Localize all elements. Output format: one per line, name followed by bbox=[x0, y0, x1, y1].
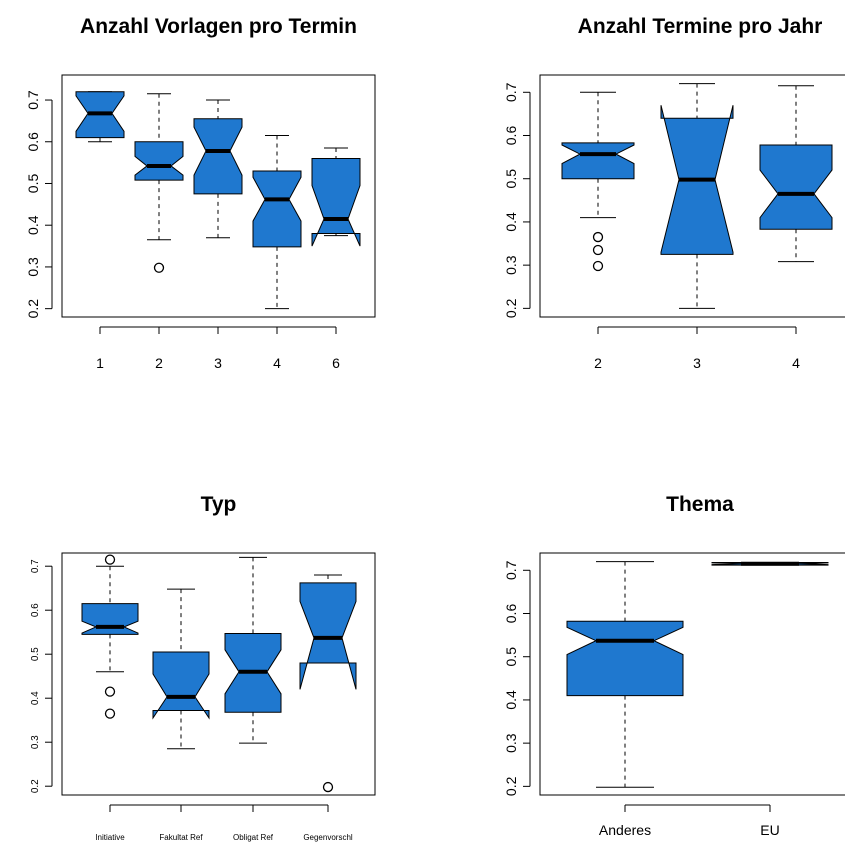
y-tick-label: 0.2 bbox=[25, 299, 41, 319]
y-tick-label: 0.2 bbox=[503, 298, 519, 318]
x-tick-label: 1 bbox=[96, 355, 104, 371]
chart-title: Anzahl Vorlagen pro Termin bbox=[80, 15, 357, 38]
notched-box bbox=[193, 118, 243, 195]
y-tick-label: 0.6 bbox=[503, 604, 519, 624]
y-tick-label: 0.5 bbox=[30, 647, 41, 661]
chart-title: Anzahl Termine pro Jahr bbox=[578, 15, 823, 38]
x-tick-label: Fakultat Ref bbox=[159, 833, 203, 842]
y-tick-label: 0.5 bbox=[25, 174, 41, 194]
x-tick-label: 2 bbox=[155, 355, 163, 371]
x-tick-label: 3 bbox=[693, 355, 701, 371]
notched-box bbox=[759, 144, 833, 230]
y-tick-label: 0.6 bbox=[25, 132, 41, 152]
notched-box bbox=[152, 651, 210, 720]
y-tick-label: 0.3 bbox=[30, 735, 41, 749]
notched-box bbox=[566, 620, 684, 697]
y-tick-label: 0.4 bbox=[30, 691, 41, 705]
plot-frame bbox=[61, 74, 376, 318]
x-tick-label: Anderes bbox=[599, 822, 651, 838]
y-tick-label: 0.2 bbox=[30, 779, 41, 793]
chart-title: Thema bbox=[666, 493, 734, 516]
outlier-point bbox=[104, 554, 116, 565]
outlier-point bbox=[592, 244, 604, 256]
x-tick-label: 2 bbox=[594, 355, 602, 371]
outlier-point bbox=[104, 708, 116, 719]
y-tick-label: 0.3 bbox=[503, 733, 519, 753]
chart-title: Typ bbox=[201, 493, 237, 516]
x-tick-label: 3 bbox=[214, 355, 222, 371]
notched-box bbox=[252, 170, 302, 248]
notched-box bbox=[311, 157, 361, 247]
x-tick-label: Obligat Ref bbox=[233, 833, 274, 842]
y-tick-label: 0.7 bbox=[503, 82, 519, 102]
x-tick-label: 4 bbox=[792, 355, 800, 371]
y-tick-label: 0.6 bbox=[503, 126, 519, 146]
y-tick-label: 0.3 bbox=[503, 255, 519, 275]
x-tick-label: Gegenvorschl bbox=[303, 833, 353, 842]
plot-frame bbox=[61, 552, 376, 796]
y-tick-label: 0.5 bbox=[503, 647, 519, 667]
outlier-point bbox=[592, 260, 604, 272]
outlier-point bbox=[153, 262, 165, 273]
outlier-point bbox=[322, 781, 334, 793]
y-tick-label: 0.4 bbox=[503, 690, 519, 710]
y-tick-label: 0.3 bbox=[25, 257, 41, 277]
plot-frame bbox=[539, 552, 845, 796]
outlier-point bbox=[592, 231, 604, 243]
notched-box bbox=[81, 603, 139, 635]
y-tick-label: 0.7 bbox=[30, 559, 41, 573]
x-tick-label: EU bbox=[760, 822, 779, 838]
x-tick-label: 6 bbox=[332, 355, 340, 371]
y-tick-label: 0.6 bbox=[30, 603, 41, 617]
y-tick-label: 0.7 bbox=[503, 560, 519, 580]
y-tick-label: 0.4 bbox=[503, 212, 519, 232]
plot-frame bbox=[539, 74, 845, 318]
y-tick-label: 0.7 bbox=[25, 90, 41, 110]
notched-box bbox=[134, 141, 184, 181]
y-tick-label: 0.2 bbox=[503, 776, 519, 796]
x-tick-label: Initiative bbox=[95, 833, 125, 842]
y-tick-label: 0.4 bbox=[25, 215, 41, 235]
outlier-point bbox=[104, 686, 116, 697]
x-tick-label: 4 bbox=[273, 355, 281, 371]
y-tick-label: 0.5 bbox=[503, 169, 519, 189]
notched-box bbox=[561, 142, 635, 180]
